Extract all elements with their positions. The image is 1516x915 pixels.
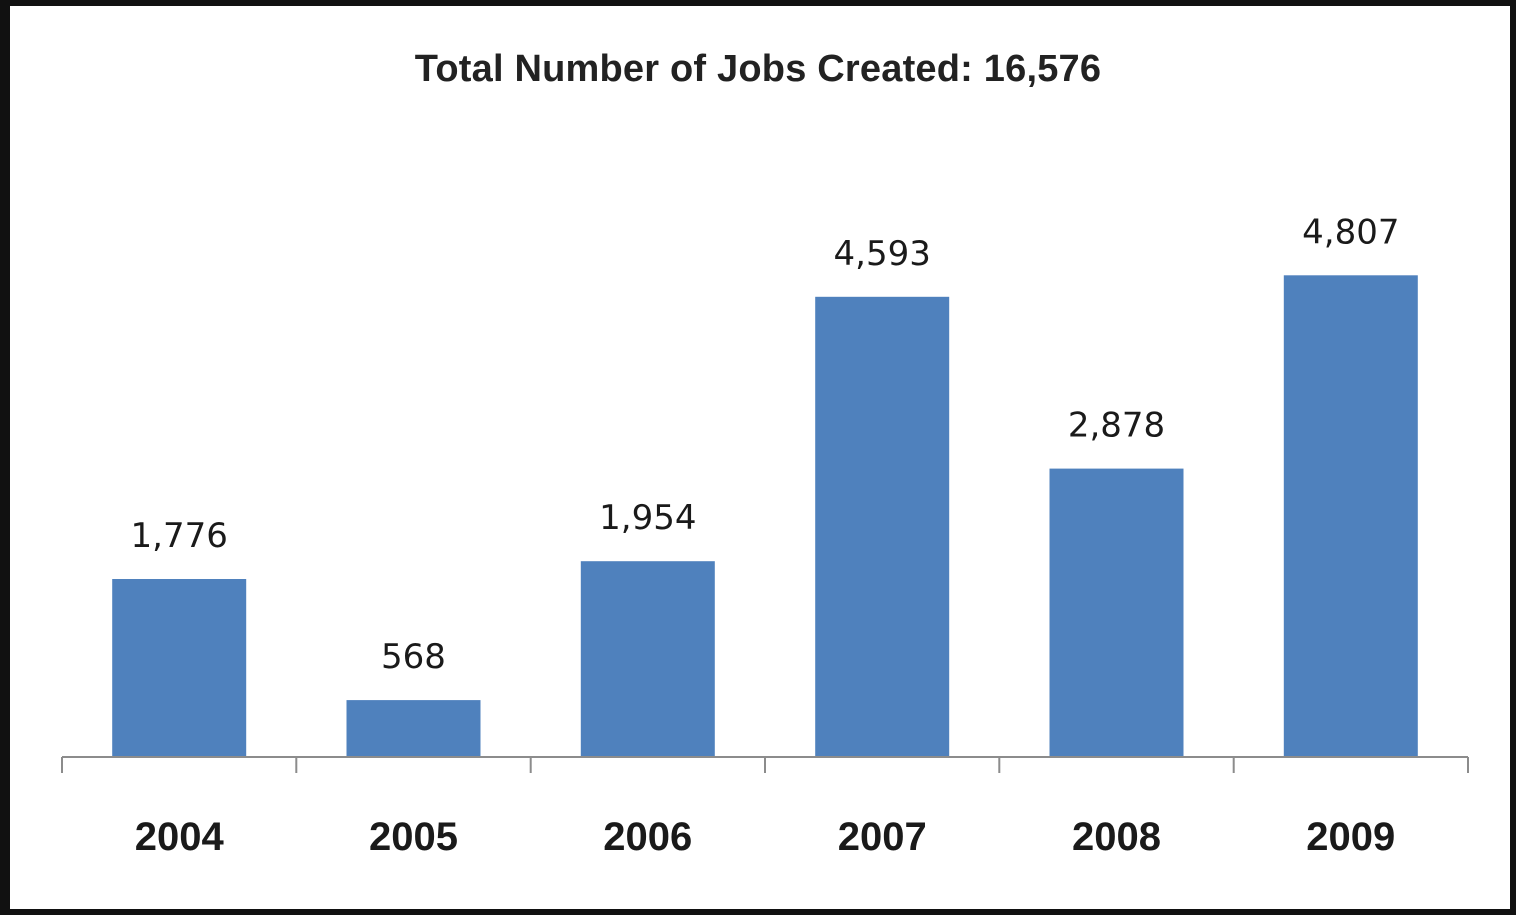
data-label-2004: 1,776: [131, 516, 228, 556]
x-tick-label-2005: 2005: [369, 815, 458, 859]
x-axis: 2004 2005 2006 2007 2008 2009: [61, 756, 1469, 859]
bar-2006: [580, 561, 715, 757]
data-label-2009: 4,807: [1302, 212, 1399, 252]
chart-title: Total Number of Jobs Created: 16,576: [414, 48, 1102, 90]
data-label-2008: 2,878: [1068, 406, 1165, 446]
x-tick-label-2006: 2006: [603, 815, 692, 859]
bar-2008: [1049, 468, 1184, 757]
bar-2005: [346, 700, 481, 757]
bar-2004: [112, 579, 247, 757]
x-tick-label-2004: 2004: [135, 815, 225, 859]
data-labels-layer: 1,776 568 1,954 4,593 2,878 4,807: [131, 212, 1400, 677]
x-tick-label-2007: 2007: [838, 815, 927, 859]
data-label-2005: 568: [381, 637, 446, 677]
x-tick-label-2009: 2009: [1306, 815, 1395, 859]
x-tick-label-2008: 2008: [1072, 815, 1161, 859]
bars-layer: [112, 275, 1418, 757]
bar-2009: [1283, 275, 1418, 757]
data-label-2007: 4,593: [834, 234, 931, 274]
bar-2007: [815, 296, 950, 757]
data-label-2006: 1,954: [599, 498, 696, 538]
